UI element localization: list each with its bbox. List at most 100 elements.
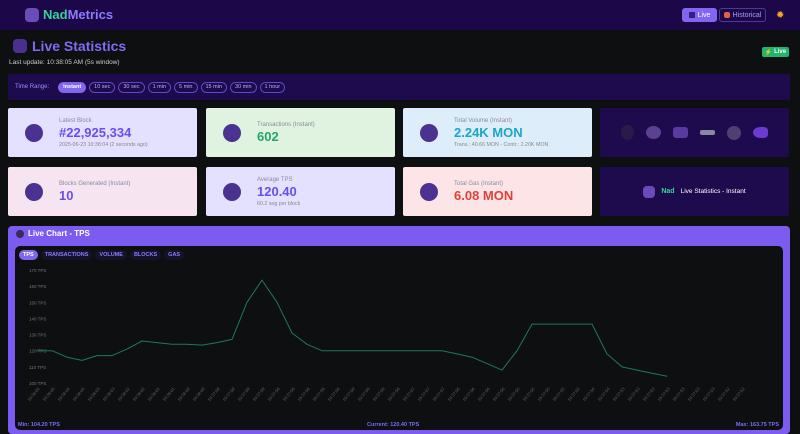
x-tick-label: 10:37:56 [461,386,476,402]
x-tick-label: 10:37:54 [596,386,611,402]
tab-gas[interactable]: GAS [164,250,185,260]
sun-icon[interactable]: ✹ [776,10,785,21]
total-gas-card: Total Gas (Instant) 6.08 MON [403,167,592,216]
card-subtext: 2025-06-23 10:38:04 (2 seconds ago) [59,141,148,148]
historical-button[interactable]: Historical [719,8,766,22]
chart-max: Max: 163.75 TPS [735,422,779,428]
tps-data-point [576,323,578,325]
x-tick-label: 10:38:05 [26,386,41,402]
x-tick-label: 10:37:58 [311,386,326,402]
tps-data-point [531,323,533,325]
range-15-min[interactable]: 15 min [200,81,228,93]
x-tick-label: 10:37:59 [236,386,251,402]
tps-data-point [666,375,668,377]
mascot-5-icon [727,125,741,140]
y-tick-label: 120 TPS [29,349,46,354]
page-title: Live Statistics [13,38,126,54]
x-tick-label: 10:37:53 [656,386,671,402]
tab-volume[interactable]: VOLUME [95,250,127,260]
range-instant[interactable]: Instant [58,81,87,93]
brand-logo[interactable]: NadMetrics [25,7,113,22]
tab-tps[interactable]: TPS [19,250,38,260]
tps-data-point [156,342,158,344]
tps-data-point [171,343,173,345]
total-volume-mascot-icon [420,123,438,142]
y-tick-label: 140 TPS [29,316,46,321]
tps-data-point [561,323,563,325]
historical-mascot-icon [723,12,730,18]
live-button[interactable]: Live [682,8,717,22]
tab-blocks[interactable]: BLOCKS [129,250,162,260]
range-30-min[interactable]: 30 min [230,81,257,93]
y-tick-label: 130 TPS [29,333,46,338]
tps-data-point [261,279,263,281]
tab-transactions[interactable]: TRANSACTIONS [40,250,93,260]
mascot-logo-icon [25,7,39,22]
banner-text: Live Statistics - Instant [680,188,746,195]
tps-data-point [51,350,53,352]
y-tick-label: 170 TPS [29,268,46,273]
y-tick-label: 150 TPS [29,300,46,305]
card-label: Transactions (Instant) [257,121,315,128]
mascot-6-icon [753,127,768,138]
mascot-2-icon [646,126,661,139]
mascot-4-icon [700,130,715,135]
tps-data-point [501,369,503,371]
transactions-mascot-icon [223,123,241,142]
x-tick-label: 10:38:01 [146,386,161,402]
card-label: Average TPS [257,176,293,183]
x-tick-label: 10:37:55 [506,386,521,402]
tps-data-point [291,332,293,334]
card-value: 2.24K MON [454,124,523,140]
x-tick-label: 10:38:01 [161,386,176,402]
x-tick-label: 10:37:56 [446,386,461,402]
total-volume-card: Total Volume (Instant) 2.24K MON Trans.: 4… [403,108,592,157]
x-tick-label: 10:37:58 [266,386,281,402]
tps-data-point [411,350,413,352]
x-tick-label: 10:37:59 [206,386,221,402]
range-30-sec[interactable]: 30 sec [118,81,145,93]
tps-data-point [426,350,428,352]
range-1-min[interactable]: 1 min [147,81,172,93]
tps-data-point [351,350,353,352]
tps-data-point [606,353,608,355]
x-tick-label: 10:37:53 [701,386,716,402]
top-navbar: NadMetrics Live Historical ✹ [0,0,800,30]
live-mascot-icon [688,12,695,18]
x-tick-label: 10:37:59 [221,386,236,402]
last-update-text: Last update: 10:38:05 AM (5s window) [9,59,120,66]
chart-min: Min: 104.20 TPS [18,422,60,428]
transactions-card: Transactions (Instant) 602 [206,108,395,157]
page-title-text: Live Statistics [32,38,127,54]
average-tps-card: Average TPS 120.40 60.2 avg per block [206,167,395,216]
live-statistics-banner: Nad Live Statistics - Instant [600,167,789,216]
latest-block-card: Latest Block #22,925,334 2025-06-23 10:38:… [8,108,197,157]
chart-area: TPS TRANSACTIONS VOLUME BLOCKS GAS 170 T… [15,246,783,430]
tps-data-point [306,343,308,345]
range-1-hour[interactable]: 1 hour [259,81,286,93]
x-tick-label: 10:37:58 [371,386,386,402]
range-5-min[interactable]: 5 min [174,81,198,93]
latest-block-mascot-icon [25,123,43,142]
x-tick-label: 10:37:58 [356,386,371,402]
range-10-sec[interactable]: 10 sec [89,81,116,93]
brand-part2: Metrics [67,7,114,22]
x-tick-label: 10:37:58 [386,386,401,402]
x-tick-label: 10:37:55 [566,386,581,402]
tps-data-point [111,355,113,356]
chart-mascot-icon [16,230,24,238]
x-tick-label: 10:37:57 [416,386,431,402]
x-tick-label: 10:38:03 [86,386,101,402]
tps-series-line [37,279,668,377]
tps-data-point [651,372,653,374]
time-range-label: Time Range: [15,84,50,90]
tps-data-point [516,350,518,352]
tps-data-point [321,350,323,352]
tps-data-point [441,350,443,352]
y-tick-label: 160 TPS [29,284,46,289]
mascot-3-icon [673,127,688,138]
x-tick-label: 10:38:04 [56,386,71,402]
tps-data-point [381,350,383,352]
tps-data-point [201,344,203,346]
card-label: Total Gas (Instant) [454,180,504,187]
